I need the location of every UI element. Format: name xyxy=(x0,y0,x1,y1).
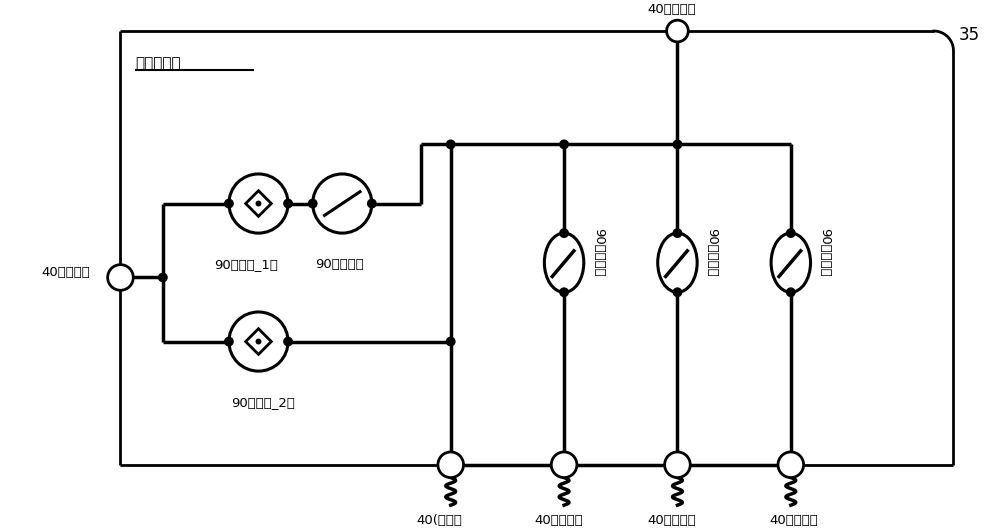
Text: 90（检测_1）: 90（检测_1） xyxy=(214,258,278,271)
Text: 90（检测_2）: 90（检测_2） xyxy=(231,396,295,409)
Circle shape xyxy=(308,198,318,208)
Text: 气体路由器: 气体路由器 xyxy=(135,56,181,71)
Circle shape xyxy=(673,140,682,149)
Text: 40（循环）: 40（循环） xyxy=(42,266,90,279)
Text: 90（工艺）: 90（工艺） xyxy=(818,229,831,277)
Ellipse shape xyxy=(771,233,811,292)
Circle shape xyxy=(667,20,688,42)
Circle shape xyxy=(446,140,456,149)
Text: 40（向外）: 40（向外） xyxy=(648,3,697,16)
Circle shape xyxy=(229,312,288,371)
Circle shape xyxy=(551,452,577,478)
Circle shape xyxy=(559,228,569,238)
Circle shape xyxy=(786,228,796,238)
Circle shape xyxy=(559,287,569,297)
Text: 40（工艺）: 40（工艺） xyxy=(769,514,818,527)
Circle shape xyxy=(786,287,796,297)
Circle shape xyxy=(229,174,288,233)
Ellipse shape xyxy=(658,233,697,292)
Circle shape xyxy=(559,140,569,149)
Circle shape xyxy=(778,452,804,478)
Circle shape xyxy=(224,336,234,346)
Circle shape xyxy=(438,452,464,478)
Text: 40（携带）: 40（携带） xyxy=(535,514,583,527)
Text: 90（循环）: 90（循环） xyxy=(315,258,363,271)
Text: 90（携带）: 90（携带） xyxy=(592,229,605,277)
Circle shape xyxy=(108,264,133,290)
Text: 40（燃料）: 40（燃料） xyxy=(648,514,697,527)
Circle shape xyxy=(446,336,456,346)
Circle shape xyxy=(665,452,690,478)
Circle shape xyxy=(224,198,234,208)
Circle shape xyxy=(256,200,261,206)
Text: 90（燃料）: 90（燃料） xyxy=(705,229,718,277)
Circle shape xyxy=(283,336,293,346)
Circle shape xyxy=(256,339,261,344)
Circle shape xyxy=(283,198,293,208)
Circle shape xyxy=(367,198,377,208)
Circle shape xyxy=(158,272,168,282)
Text: 35: 35 xyxy=(958,26,980,44)
Circle shape xyxy=(673,228,682,238)
Text: 40(冲刷）: 40(冲刷） xyxy=(416,514,462,527)
Ellipse shape xyxy=(544,233,584,292)
Circle shape xyxy=(313,174,372,233)
Circle shape xyxy=(673,287,682,297)
